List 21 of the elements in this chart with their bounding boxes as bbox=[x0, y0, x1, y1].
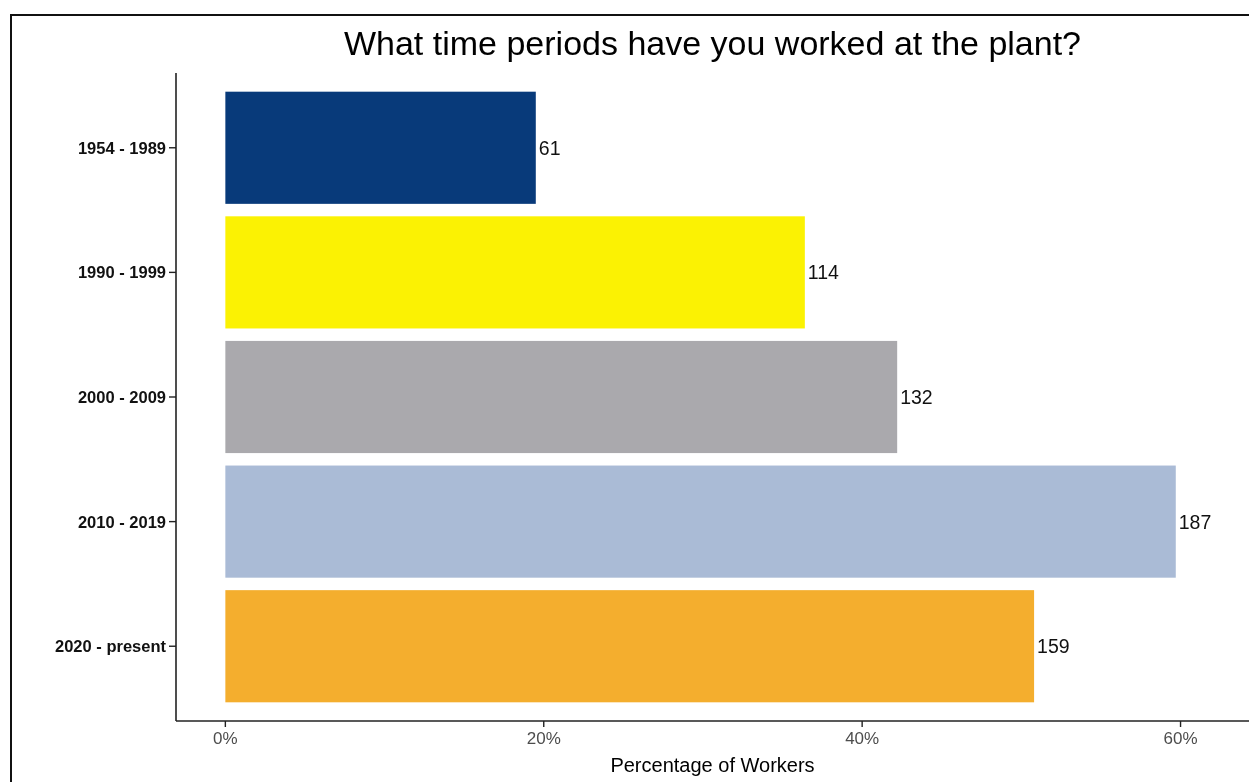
y-tick-label: 1990 - 1999 bbox=[77, 263, 166, 282]
annotation: 132 bbox=[900, 386, 933, 409]
annotation: 114 bbox=[807, 261, 840, 284]
x-tick-label: 40% bbox=[845, 729, 880, 748]
bar bbox=[225, 590, 1035, 703]
bar bbox=[225, 340, 898, 454]
y-tick-label: 2020 - present bbox=[55, 637, 167, 656]
x-tick-label: 20% bbox=[526, 729, 561, 748]
annotation: 159 bbox=[1037, 635, 1070, 658]
bar bbox=[225, 91, 536, 204]
bar bbox=[225, 465, 1176, 578]
y-tick-label: 2000 - 2009 bbox=[77, 387, 166, 406]
y-tick-label: 2010 - 2019 bbox=[77, 512, 166, 531]
x-tick-label: 60% bbox=[1163, 729, 1198, 748]
y-tick-label: 1954 - 1989 bbox=[77, 138, 166, 157]
bar bbox=[225, 216, 805, 329]
chart-title: What time periods have you worked at the plant? bbox=[343, 24, 1082, 62]
annotation: 61 bbox=[538, 136, 561, 159]
annotation: 187 bbox=[1178, 510, 1212, 533]
x-axis-title: Percentage of Workers bbox=[610, 754, 815, 776]
x-tick-label: 0% bbox=[213, 729, 238, 748]
